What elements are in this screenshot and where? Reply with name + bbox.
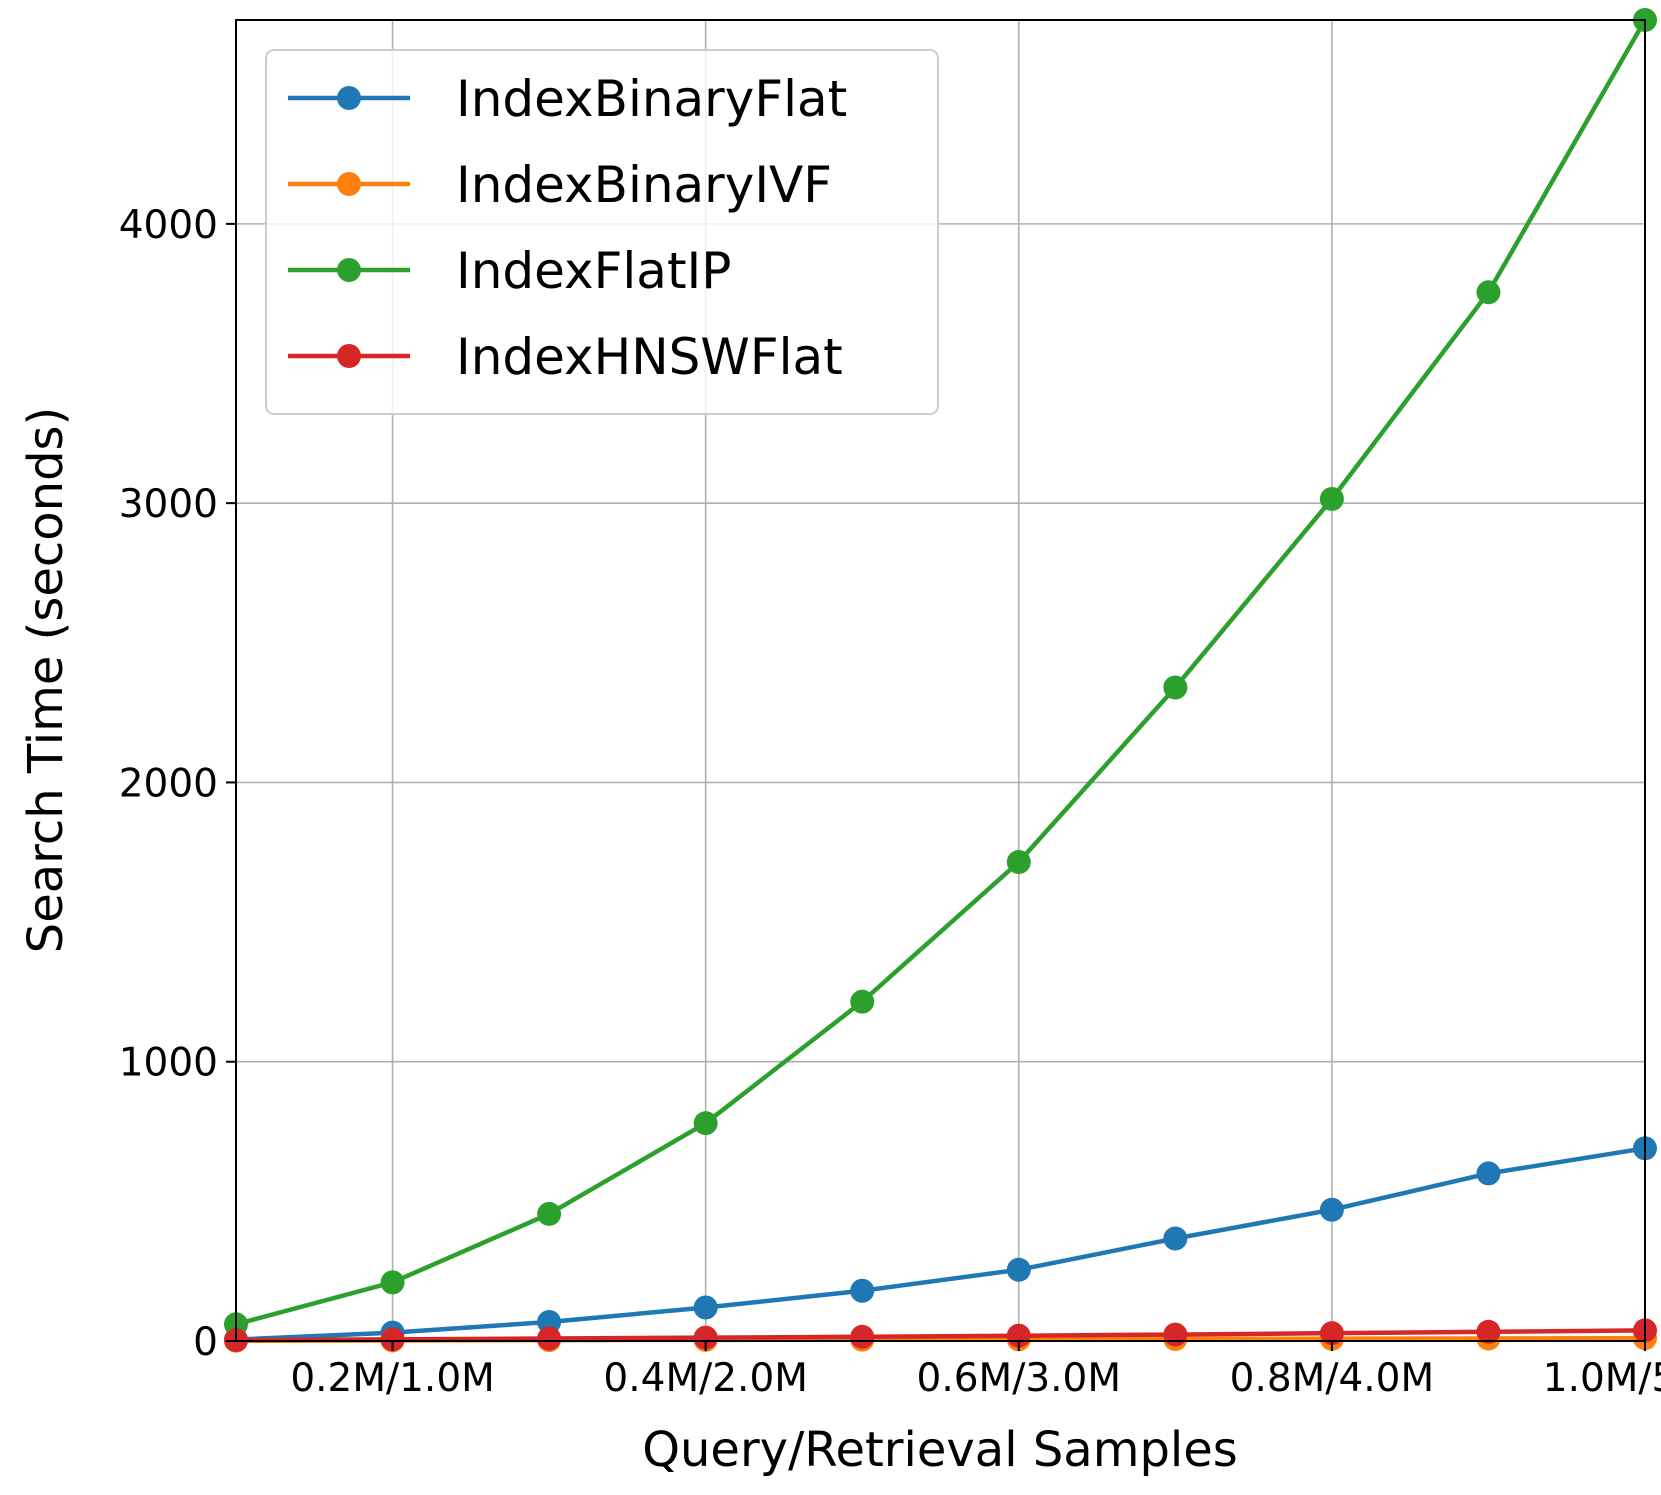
data-point bbox=[1163, 1322, 1188, 1347]
data-point bbox=[1476, 1319, 1501, 1344]
data-point bbox=[1163, 675, 1188, 700]
y-tick-label: 1000 bbox=[119, 1041, 218, 1086]
y-tick-label: 3000 bbox=[119, 482, 218, 527]
plot-frame bbox=[235, 19, 1646, 1342]
series-IndexBinaryFlat bbox=[224, 1136, 1657, 1352]
data-point bbox=[380, 1270, 405, 1295]
data-point bbox=[1163, 1226, 1188, 1251]
data-point bbox=[850, 1324, 875, 1349]
x-tick-label: 1.0M/5.0M bbox=[1543, 1356, 1661, 1401]
data-point bbox=[1476, 280, 1501, 305]
data-point bbox=[1476, 1161, 1501, 1186]
data-point bbox=[850, 989, 875, 1014]
y-tick-label: 0 bbox=[193, 1320, 218, 1365]
data-point bbox=[693, 1295, 718, 1320]
data-point bbox=[693, 1325, 718, 1350]
data-point bbox=[1319, 1197, 1344, 1222]
x-axis-title: Query/Retrieval Samples bbox=[642, 1422, 1238, 1478]
series-line bbox=[235, 18, 1647, 1327]
legend-label: IndexBinaryIVF bbox=[456, 156, 832, 214]
data-point bbox=[1319, 486, 1344, 511]
x-tick-label: 0.4M/2.0M bbox=[603, 1356, 807, 1401]
data-point bbox=[537, 1201, 562, 1226]
series-line bbox=[235, 1328, 1646, 1343]
legend-label: IndexFlatIP bbox=[456, 242, 731, 300]
series-line bbox=[235, 1146, 1646, 1342]
data-point bbox=[1006, 850, 1031, 875]
x-tick-label: 0.2M/1.0M bbox=[290, 1356, 494, 1401]
legend-marker bbox=[337, 86, 361, 110]
legend-marker bbox=[337, 344, 361, 368]
y-tick-label: 4000 bbox=[119, 203, 218, 248]
y-tick-label: 2000 bbox=[119, 761, 218, 806]
y-axis-title: Search Time (seconds) bbox=[18, 407, 74, 954]
data-point bbox=[537, 1310, 562, 1335]
data-point bbox=[537, 1326, 562, 1351]
data-point bbox=[693, 1111, 718, 1136]
data-point bbox=[1006, 1257, 1031, 1282]
x-tick-label: 0.8M/4.0M bbox=[1230, 1356, 1434, 1401]
data-point bbox=[380, 1327, 405, 1352]
legend-marker bbox=[337, 258, 361, 282]
legend-marker bbox=[337, 172, 361, 196]
series-IndexFlatIP bbox=[224, 8, 1657, 1337]
data-point bbox=[1319, 1321, 1344, 1346]
legend: IndexBinaryFlat IndexBinaryIVF IndexFlatIP… bbox=[265, 49, 939, 415]
tick-layer: 0.2M/1.0M 0.4M/2.0M 0.6M/3.0M 0.8M/4.0M 1.0M… bbox=[119, 203, 1661, 1401]
series-IndexHNSWFlat bbox=[224, 1318, 1657, 1353]
legend-label: IndexBinaryFlat bbox=[456, 70, 847, 128]
legend-label: IndexHNSWFlat bbox=[456, 328, 843, 386]
x-tick-label: 0.6M/3.0M bbox=[917, 1356, 1121, 1401]
legend-box bbox=[265, 49, 939, 415]
data-point bbox=[850, 1278, 875, 1303]
